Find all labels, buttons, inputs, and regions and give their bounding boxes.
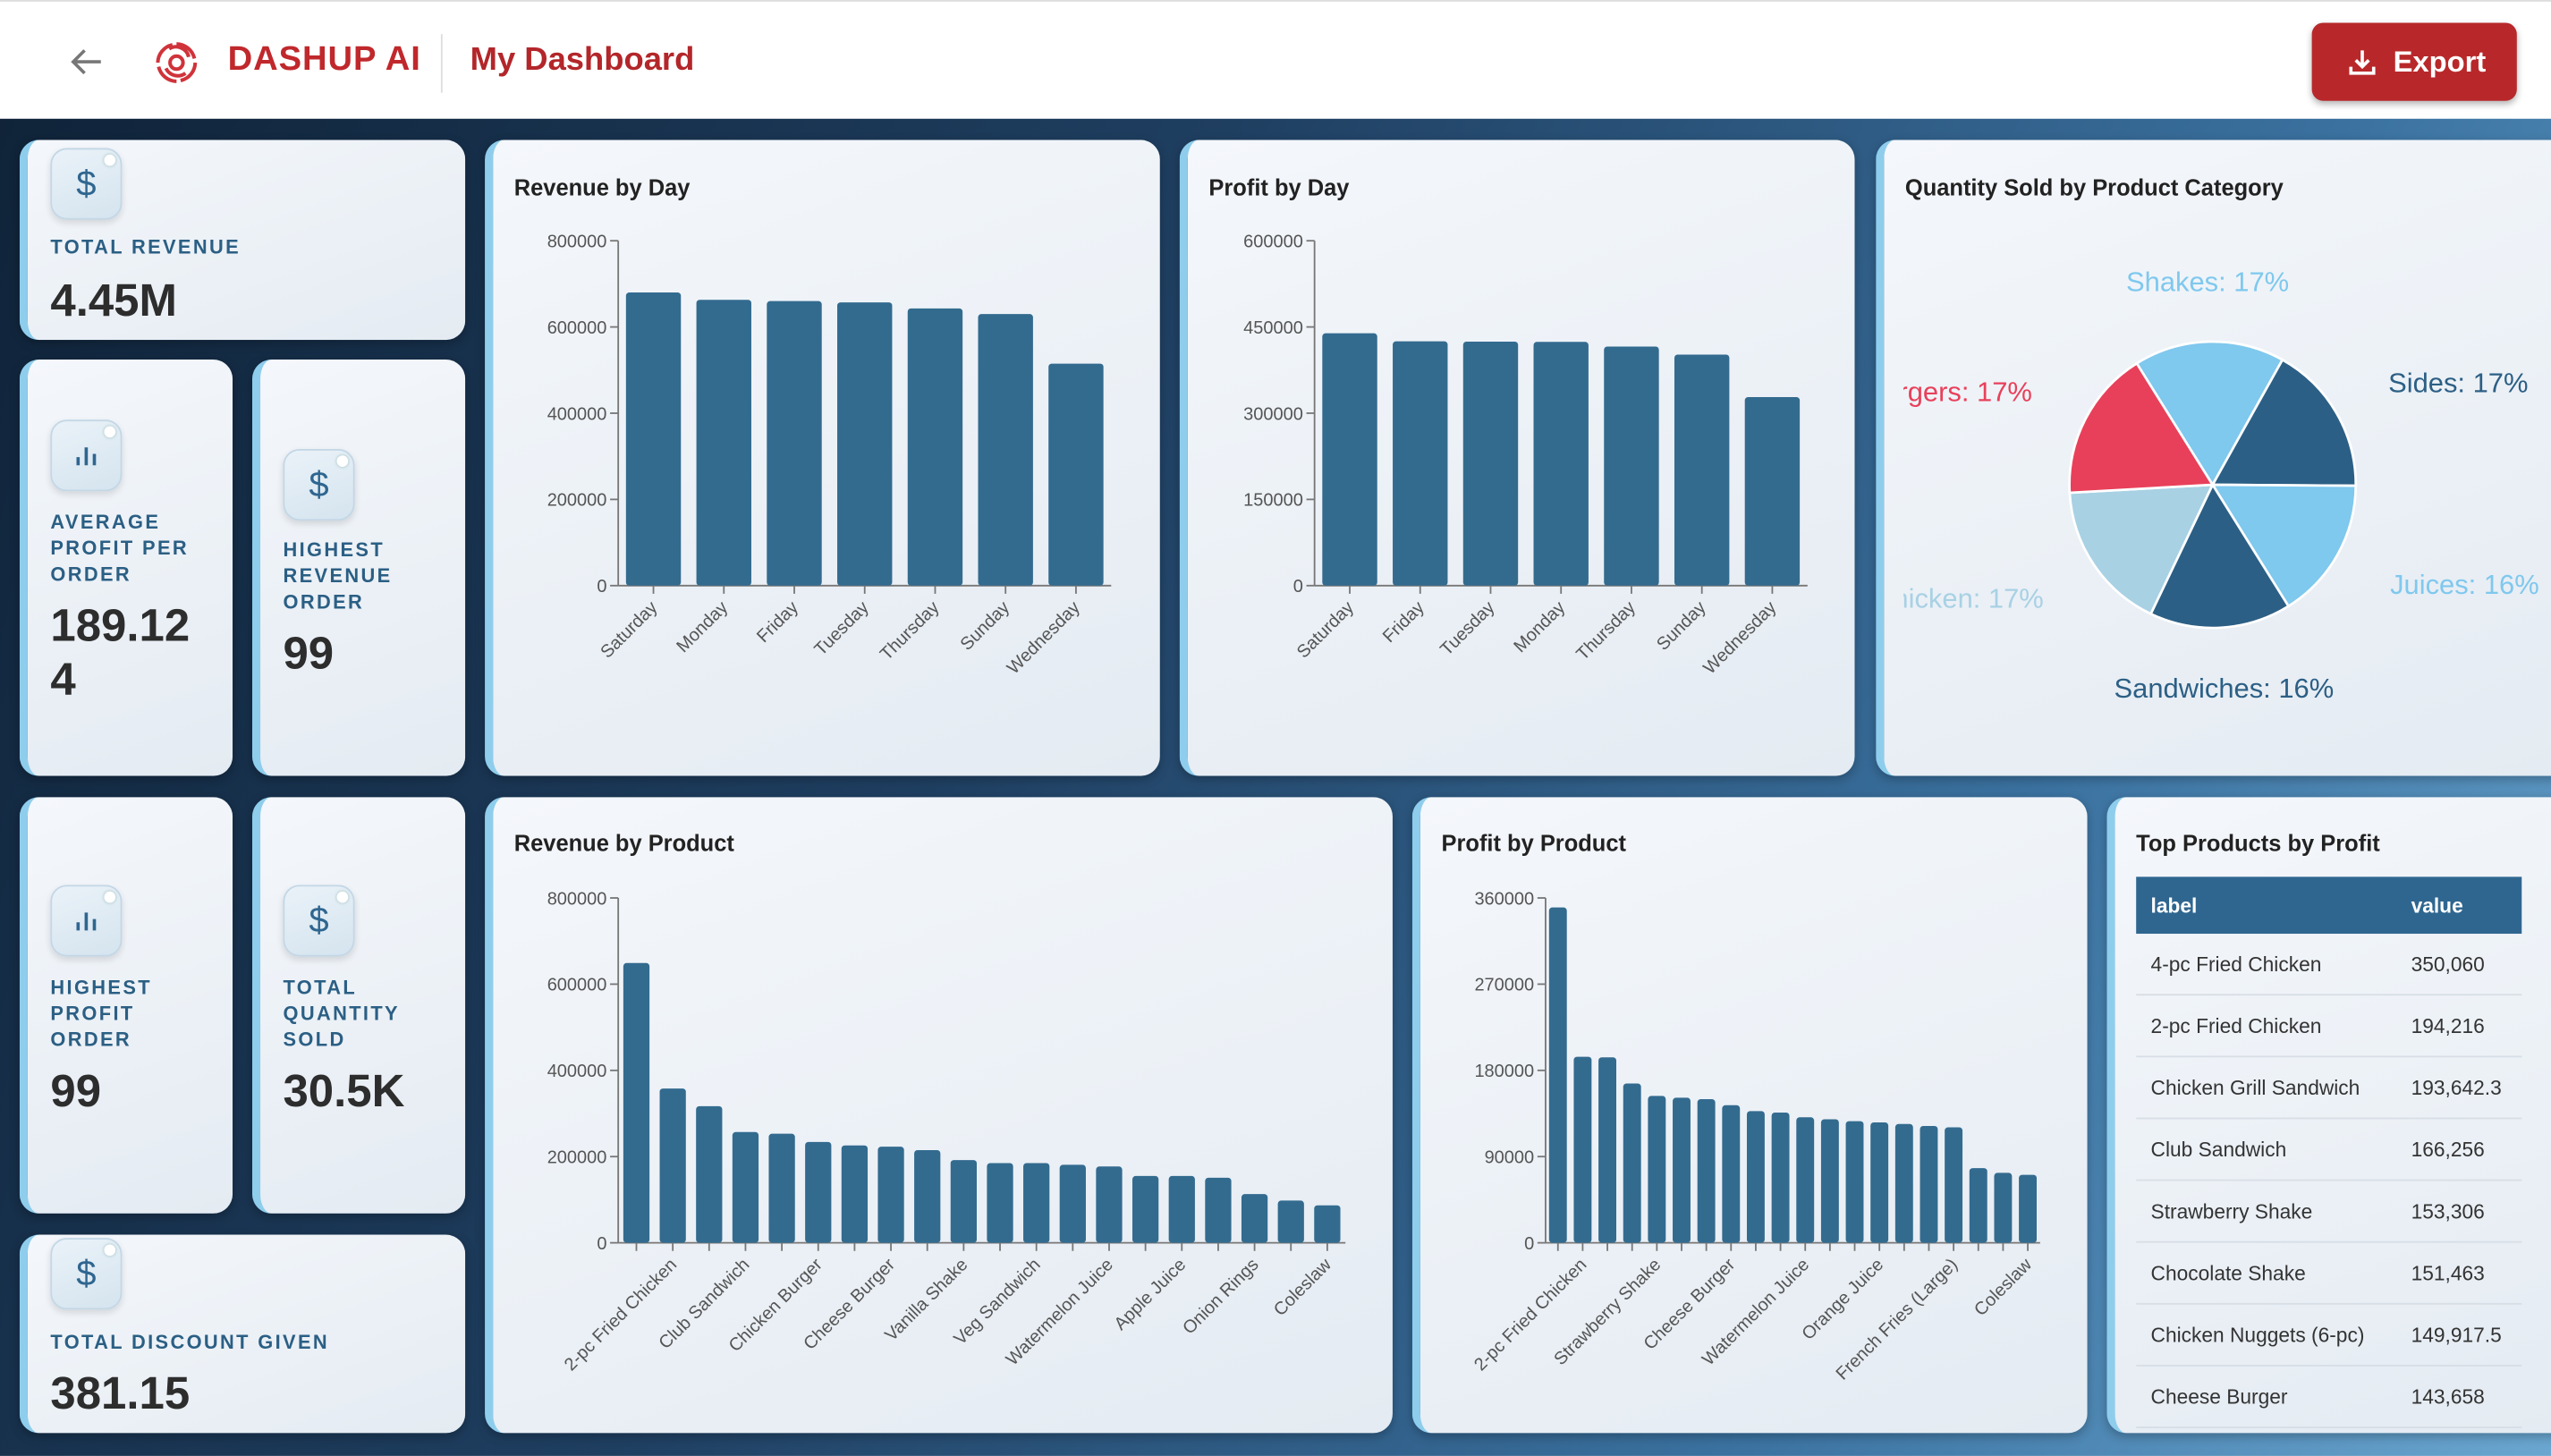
export-icon <box>2349 50 2376 75</box>
kpi-icon: $ <box>283 449 355 521</box>
kpi-label: HIGHEST PROFIT ORDER <box>50 976 152 1051</box>
kpi-card: $ TOTAL DISCOUNT GIVEN 381.15 <box>19 1234 466 1434</box>
table-cell: Chicken Grill Sandwich <box>2150 1076 2360 1099</box>
table-cell: Chicken Nuggets (6-pc) <box>2150 1323 2365 1347</box>
table-row: Chicken Grill Sandwich 193,642.3 <box>2136 1057 2522 1120</box>
kpi-icon: $ <box>50 148 123 220</box>
table-cell: 2-pc Fried Chicken <box>2150 1014 2322 1037</box>
kpi-value: 189.124 <box>50 600 191 705</box>
kpi-icon <box>50 419 123 492</box>
chart-card <box>1411 797 2088 1434</box>
kpi-value: 4.45M <box>50 275 177 326</box>
table-cell: 149,917.5 <box>2411 1323 2502 1347</box>
kpi-label: HIGHEST REVENUE ORDER <box>283 538 393 614</box>
table-cell: Club Sandwich <box>2150 1138 2287 1161</box>
kpi-label: TOTAL REVENUE <box>50 235 242 259</box>
page-title: My Dashboard <box>470 42 695 79</box>
table-cell: 153,306 <box>2411 1199 2485 1223</box>
table-cell: 193,642.3 <box>2411 1076 2502 1099</box>
column-header: value <box>2411 893 2463 917</box>
divider <box>440 34 443 93</box>
kpi-icon: $ <box>283 885 355 957</box>
table-row: Cheese Burger 143,658 <box>2136 1367 2522 1428</box>
table-row: Strawberry Shake 153,306 <box>2136 1181 2522 1243</box>
chart-card <box>1179 140 1855 776</box>
kpi-card: $ TOTAL REVENUE 4.45M <box>19 140 466 341</box>
column-header: label <box>2150 893 2198 917</box>
table-row: Chocolate Shake 151,463 <box>2136 1243 2522 1305</box>
table-row: 4-pc Fried Chicken 350,060 <box>2136 934 2522 996</box>
kpi-card: $ HIGHEST REVENUE ORDER 99 <box>251 359 466 776</box>
kpi-card: $ TOTAL QUANTITY SOLD 30.5K <box>251 797 466 1214</box>
kpi-label: TOTAL QUANTITY SOLD <box>283 976 400 1051</box>
kpi-value: 30.5K <box>283 1065 405 1116</box>
table-row: Club Sandwich 166,256 <box>2136 1119 2522 1181</box>
brand: DASHUP AI <box>227 40 421 79</box>
table-cell: Cheese Burger <box>2150 1384 2288 1409</box>
chart-card <box>485 140 1160 776</box>
chart-card <box>1876 140 2551 776</box>
table-cell: 166,256 <box>2411 1138 2485 1161</box>
kpi-value: 381.15 <box>50 1367 191 1419</box>
table-cell: 4-pc Fried Chicken <box>2150 952 2322 976</box>
table-cell: 143,658 <box>2411 1384 2485 1409</box>
header: DASHUP AI My Dashboard Export <box>0 0 2551 119</box>
export-button[interactable]: Export <box>2311 22 2517 101</box>
back-button[interactable] <box>68 46 104 78</box>
kpi-icon: $ <box>50 1238 123 1310</box>
kpi-label: AVERAGE PROFIT PER ORDER <box>50 511 190 586</box>
table-header: label value <box>2136 876 2522 935</box>
table-title: Top Products by Profit <box>2136 829 2380 856</box>
kpi-card: HIGHEST PROFIT ORDER 99 <box>19 797 233 1214</box>
table-row: Chicken Nuggets (6-pc) 149,917.5 <box>2136 1305 2522 1367</box>
export-label: Export <box>2393 45 2487 79</box>
table-card: Top Products by Profit label value 4-pc … <box>2106 797 2551 1434</box>
table-cell: 350,060 <box>2411 952 2485 976</box>
kpi-value: 99 <box>283 628 335 679</box>
chart-card <box>485 797 1393 1434</box>
table-cell: 151,463 <box>2411 1261 2485 1285</box>
table-cell: Strawberry Shake <box>2150 1199 2313 1223</box>
kpi-icon <box>50 885 123 957</box>
table-cell: 194,216 <box>2411 1014 2485 1037</box>
logo <box>156 42 198 83</box>
kpi-label: TOTAL DISCOUNT GIVEN <box>50 1330 330 1354</box>
kpi-value: 99 <box>50 1065 102 1116</box>
table-row: 2-pc Fried Chicken 194,216 <box>2136 995 2522 1058</box>
kpi-card: AVERAGE PROFIT PER ORDER 189.124 <box>19 359 233 776</box>
table: label value 4-pc Fried Chicken 350,060 2-p… <box>2136 876 2522 1428</box>
table-cell: Chocolate Shake <box>2150 1261 2306 1285</box>
